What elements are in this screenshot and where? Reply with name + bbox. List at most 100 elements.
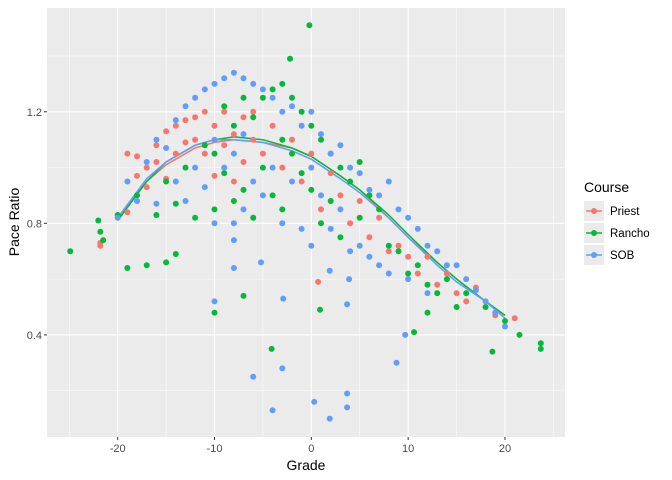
point-rancho [279, 206, 286, 213]
point-priest [347, 220, 354, 227]
point-sob [230, 69, 237, 76]
point-sob [326, 415, 333, 422]
point-sob [269, 164, 276, 171]
y-tick-label: 0.4 [27, 330, 42, 342]
legend-label-rancho: Rancho [610, 228, 650, 240]
point-priest [453, 290, 460, 297]
point-priest [182, 117, 189, 124]
y-tick-label: 1.2 [27, 107, 42, 119]
point-priest [230, 131, 237, 138]
point-sob [346, 276, 353, 283]
point-sob [327, 150, 334, 157]
point-sob [221, 75, 228, 82]
point-priest [192, 114, 199, 121]
point-sob [230, 265, 237, 271]
point-rancho [192, 214, 199, 221]
point-rancho [289, 150, 295, 157]
legend-key-point [591, 252, 597, 258]
point-rancho [211, 206, 218, 213]
point-rancho [163, 178, 170, 185]
point-sob [211, 80, 218, 87]
point-sob [269, 94, 276, 101]
x-tick-label: -10 [207, 443, 223, 455]
legend: Course Priest Rancho SOB [584, 179, 650, 265]
point-priest [230, 178, 237, 185]
point-rancho [385, 242, 392, 249]
point-rancho [502, 318, 508, 324]
point-priest [153, 159, 160, 165]
point-sob [182, 103, 189, 110]
point-rancho [259, 164, 266, 171]
point-sob [250, 178, 257, 185]
point-priest [143, 184, 150, 191]
point-sob [182, 198, 189, 204]
point-sob [172, 117, 179, 124]
point-sob [230, 237, 237, 244]
point-sob [279, 108, 286, 115]
point-rancho [356, 159, 363, 165]
point-sob [298, 225, 305, 232]
point-rancho [259, 94, 266, 101]
point-sob [414, 225, 421, 232]
point-sob [337, 206, 344, 213]
point-rancho [463, 290, 470, 297]
point-rancho [269, 192, 276, 199]
point-priest [240, 114, 247, 121]
point-rancho [453, 304, 460, 310]
point-rancho [230, 198, 237, 204]
point-sob [434, 248, 441, 255]
point-priest [289, 136, 295, 143]
point-priest [124, 209, 131, 216]
point-rancho [318, 220, 324, 227]
point-priest [269, 122, 276, 129]
smooth-line-sob [117, 138, 506, 319]
point-sob [192, 164, 199, 171]
point-priest [434, 281, 441, 288]
y-tick-label: 0.8 [27, 218, 42, 230]
point-rancho [327, 198, 334, 204]
point-sob [326, 267, 333, 274]
point-priest [211, 172, 218, 179]
point-sob [385, 178, 392, 185]
legend-label-priest: Priest [610, 206, 640, 218]
point-priest [356, 198, 363, 204]
point-rancho [97, 228, 104, 235]
point-sob [279, 365, 286, 372]
point-priest [250, 136, 257, 143]
point-priest [143, 164, 150, 171]
point-sob [347, 248, 354, 255]
point-rancho [356, 214, 363, 221]
point-rancho [268, 345, 275, 352]
legend-title: Course [584, 179, 629, 195]
axis-ticks: -20 -10 0 10 20 0.4 0.8 1.2 [27, 107, 511, 455]
point-priest [405, 253, 412, 260]
point-sob [308, 108, 315, 115]
point-sob [443, 262, 450, 269]
point-sob [376, 192, 383, 199]
point-rancho [298, 108, 305, 115]
point-priest [134, 153, 140, 160]
point-priest [463, 298, 470, 305]
point-priest [424, 253, 431, 260]
point-rancho [95, 217, 102, 224]
point-priest [182, 139, 189, 146]
point-sob [463, 276, 470, 283]
point-rancho [414, 262, 421, 269]
point-priest [134, 172, 140, 179]
data-points [67, 22, 544, 422]
point-sob [143, 159, 150, 165]
point-sob [201, 86, 208, 93]
point-sob [356, 242, 363, 249]
point-rancho [537, 345, 544, 352]
point-rancho [250, 114, 257, 121]
point-sob [344, 301, 351, 308]
point-rancho [289, 94, 295, 101]
y-axis-title: Pace Ratio [6, 188, 22, 257]
plot-panel [47, 8, 565, 437]
point-rancho [424, 309, 431, 316]
point-priest [443, 270, 450, 277]
point-sob [192, 94, 199, 101]
point-sob [124, 178, 131, 185]
point-sob [153, 136, 160, 143]
